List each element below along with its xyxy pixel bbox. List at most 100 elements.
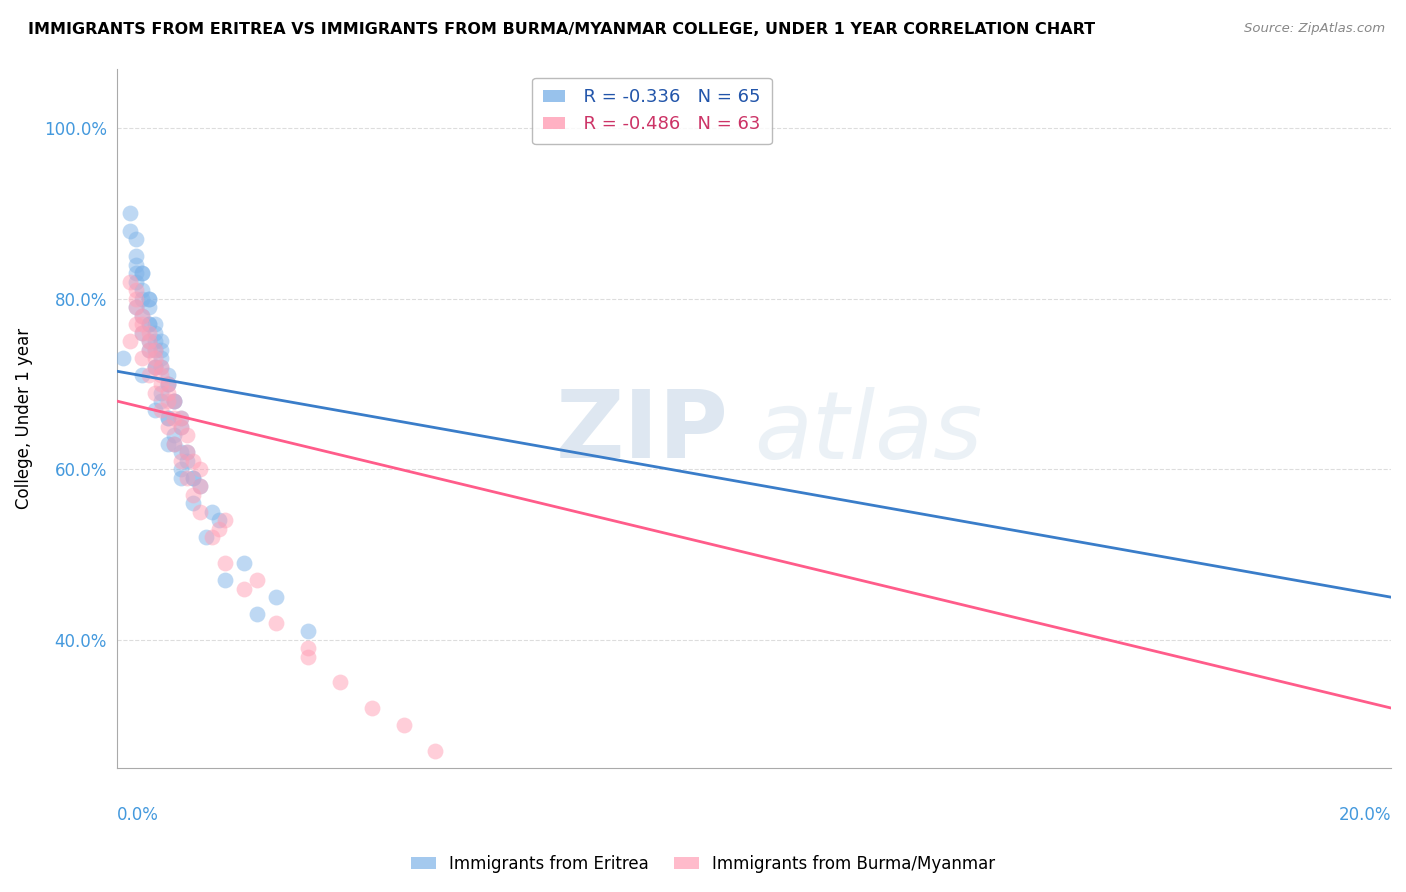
Point (143, 402, 166, 417)
Point (138, 318, 160, 332)
Point (150, 351, 173, 366)
Point (143, 359, 166, 374)
Point (131, 368, 153, 383)
Point (188, 462, 211, 476)
Point (647, 838, 669, 852)
Point (297, 624, 319, 639)
Point (169, 454, 191, 468)
Point (143, 343, 166, 357)
Point (163, 411, 186, 425)
Point (125, 232, 148, 246)
Point (214, 513, 236, 527)
Point (246, 573, 269, 587)
Point (163, 436, 186, 450)
Point (150, 385, 173, 400)
Point (138, 292, 160, 306)
Point (233, 556, 256, 570)
Point (360, 701, 382, 715)
Point (156, 419, 179, 434)
Text: 20.0%: 20.0% (1339, 806, 1391, 824)
Point (163, 394, 186, 409)
Point (131, 326, 153, 340)
Point (150, 376, 173, 391)
Point (188, 479, 211, 493)
Point (163, 428, 186, 442)
Point (131, 318, 153, 332)
Point (169, 471, 191, 485)
Point (297, 641, 319, 656)
Legend: Immigrants from Eritrea, Immigrants from Burma/Myanmar: Immigrants from Eritrea, Immigrants from… (404, 848, 1002, 880)
Point (169, 411, 191, 425)
Text: atlas: atlas (754, 386, 983, 477)
Point (125, 300, 148, 314)
Point (214, 573, 236, 587)
Point (138, 368, 160, 383)
Point (143, 385, 166, 400)
Point (143, 318, 166, 332)
Point (679, 855, 702, 869)
Point (156, 376, 179, 391)
Point (138, 318, 160, 332)
Point (125, 249, 148, 263)
Point (131, 266, 153, 280)
Point (150, 394, 173, 409)
Point (150, 359, 173, 374)
Point (143, 343, 166, 357)
Text: 0.0%: 0.0% (117, 806, 159, 824)
Point (551, 812, 574, 826)
Point (150, 402, 173, 417)
Point (131, 283, 153, 297)
Point (138, 334, 160, 349)
Point (176, 428, 198, 442)
Point (181, 471, 204, 485)
Point (425, 744, 447, 758)
Point (163, 394, 186, 409)
Point (181, 496, 204, 510)
Point (125, 283, 148, 297)
Point (125, 266, 148, 280)
Point (214, 556, 236, 570)
Point (143, 359, 166, 374)
Point (156, 411, 179, 425)
Point (112, 351, 135, 366)
Point (143, 334, 166, 349)
Point (118, 275, 141, 289)
Point (201, 531, 224, 545)
Point (176, 445, 198, 459)
Text: Source: ZipAtlas.com: Source: ZipAtlas.com (1244, 22, 1385, 36)
Point (520, 786, 543, 800)
Point (131, 309, 153, 323)
Point (188, 505, 211, 519)
Point (138, 300, 160, 314)
Point (163, 436, 186, 450)
Point (807, 880, 830, 892)
Point (143, 351, 166, 366)
Point (156, 394, 179, 409)
Point (188, 479, 211, 493)
Point (138, 292, 160, 306)
Point (297, 649, 319, 664)
Point (156, 368, 179, 383)
Point (488, 778, 510, 792)
Point (156, 385, 179, 400)
Point (118, 223, 141, 237)
Point (138, 343, 160, 357)
Point (163, 394, 186, 409)
Point (195, 531, 218, 545)
Point (125, 318, 148, 332)
Point (156, 411, 179, 425)
Point (176, 445, 198, 459)
Point (169, 445, 191, 459)
Point (775, 871, 797, 886)
Point (150, 368, 173, 383)
Point (233, 582, 256, 596)
Point (264, 615, 287, 630)
Point (131, 326, 153, 340)
Point (392, 718, 415, 732)
Point (156, 436, 179, 450)
Y-axis label: College, Under 1 year: College, Under 1 year (15, 327, 32, 508)
Point (181, 471, 204, 485)
Point (125, 300, 148, 314)
Point (131, 351, 153, 366)
Point (143, 359, 166, 374)
